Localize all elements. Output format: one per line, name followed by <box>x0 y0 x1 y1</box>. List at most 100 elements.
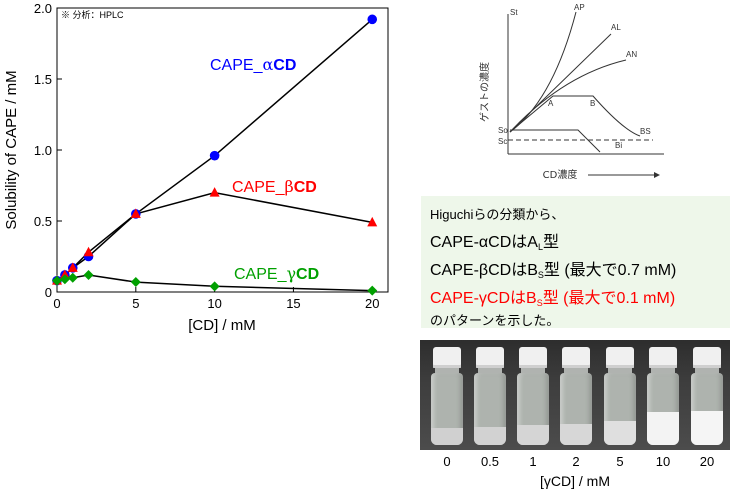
vial-neck <box>695 368 719 373</box>
vial-liquid <box>431 428 463 445</box>
data-point <box>83 269 94 280</box>
summary-line-beta: CAPE-βCDはBS型 (最大で0.7 mM) <box>430 262 677 280</box>
label-bs: BS <box>640 127 651 136</box>
vial-neck <box>478 368 502 373</box>
y-tick-label: 0 <box>45 285 52 300</box>
y-tick-label: 1.5 <box>34 72 52 87</box>
label-st: St <box>510 8 518 17</box>
y-tick-label: 0.5 <box>34 214 52 229</box>
series-markers <box>52 14 378 296</box>
series-labels: CAPE_αCD CAPE_βCD CAPE_γCD <box>210 55 319 283</box>
y-tick-label: 1.0 <box>34 143 52 158</box>
x-tick-label: 10 <box>207 296 221 311</box>
vial-body <box>647 373 679 445</box>
data-point <box>83 246 94 257</box>
vial-label: 20 <box>699 454 715 469</box>
vial-liquid <box>474 427 506 445</box>
label-an: AN <box>626 50 637 59</box>
label-sc: Sc <box>498 137 507 146</box>
diagram-y-label: ゲストの濃度 <box>478 62 491 122</box>
series-label: CAPE_αCD <box>210 55 296 74</box>
data-point <box>367 285 378 296</box>
vial <box>690 347 724 447</box>
data-point <box>209 150 220 161</box>
classification-summary: Higuchiらの分類から、 CAPE-αCDはAL型 CAPE-βCDはBS型… <box>421 196 730 328</box>
x-tick-label: 15 <box>286 296 300 311</box>
data-point <box>130 208 141 218</box>
vial-body <box>691 373 723 445</box>
vial <box>603 347 637 447</box>
data-point <box>59 269 70 279</box>
data-point <box>130 277 141 288</box>
diagram-x-label: CD濃度 <box>543 168 578 181</box>
label-a: A <box>548 99 554 108</box>
vial <box>559 347 593 447</box>
data-point <box>52 275 62 286</box>
vial <box>646 347 680 447</box>
series-label: CAPE_βCD <box>232 177 317 196</box>
x-axis-ticks: 0 5 10 15 20 <box>53 287 379 311</box>
solubility-chart: ※ 分析：HPLC 0 5 10 15 20 0 0.5 1.0 1.5 2.0 CAPE_αC… <box>3 1 389 334</box>
data-point <box>59 274 70 285</box>
series-label: CAPE_γCD <box>234 264 319 283</box>
curve-an <box>509 59 627 133</box>
data-point <box>367 216 378 227</box>
vial-body <box>517 373 549 445</box>
vial-neck <box>435 368 459 373</box>
y-tick-label: 2.0 <box>34 1 52 16</box>
x-tick-label: 0 <box>53 296 60 311</box>
vial-cap <box>519 347 547 368</box>
vial-liquid <box>560 424 592 445</box>
label-al: AL <box>611 23 621 32</box>
vial-label: 10 <box>655 454 671 469</box>
series-line-β <box>56 191 373 282</box>
data-point <box>67 262 78 272</box>
plot-frame <box>56 7 389 293</box>
label-ap: AP <box>574 3 585 12</box>
summary-line-5: のパターンを示した。 <box>430 313 560 328</box>
vial-cap <box>649 347 677 368</box>
y-axis-label: Solubility of CAPE / mM <box>3 70 20 229</box>
vial-body <box>474 373 506 445</box>
higuchi-diagram: St AP AL AN A B BS Bi So Sc ゲストの濃度 CD濃度 <box>478 3 664 181</box>
summary-line-alpha: CAPE-αCDはAL型 <box>430 234 559 252</box>
vial-label: 2 <box>572 454 580 469</box>
x-axis-label: [CD] / mM <box>188 317 256 334</box>
label-so: So <box>498 126 508 135</box>
summary-line-1: Higuchiらの分類から、 <box>430 207 565 222</box>
data-point <box>209 281 220 292</box>
vial-cap <box>606 347 634 368</box>
vial-body <box>431 373 463 445</box>
photo-x-label: [γCD] / mM <box>540 473 610 489</box>
vial-body <box>604 373 636 445</box>
vial-cap <box>562 347 590 368</box>
vial-neck <box>521 368 545 373</box>
curve-bi <box>510 129 601 153</box>
vial-liquid <box>691 411 723 445</box>
analysis-note: ※ 分析：HPLC <box>61 9 124 20</box>
summary-line-gamma: CAPE-γCDはBS型 (最大で0.1 mM) <box>430 290 676 308</box>
x-tick-label: 20 <box>365 296 379 311</box>
vial-liquid <box>517 425 549 445</box>
x-arrow-icon <box>654 172 660 178</box>
vial-neck <box>564 368 588 373</box>
vial-neck <box>651 368 675 373</box>
vial-photo <box>420 340 730 450</box>
vial-liquid <box>647 412 679 445</box>
vial-neck <box>608 368 632 373</box>
label-bi: Bi <box>615 141 622 150</box>
data-point <box>367 14 378 25</box>
curve-bs <box>509 95 641 137</box>
curve-ap <box>509 11 577 133</box>
vial <box>516 347 550 447</box>
vial-label: 0.5 <box>480 454 500 469</box>
vial-cap <box>476 347 504 368</box>
vial-label: 1 <box>529 454 537 469</box>
vial-label: 0 <box>443 454 451 469</box>
vial <box>430 347 464 447</box>
data-point <box>209 187 220 197</box>
vial-labels: 0 0.5 1 2 5 10 20 <box>420 454 730 470</box>
vial <box>473 347 507 447</box>
x-tick-label: 5 <box>132 296 139 311</box>
vial-body <box>560 373 592 445</box>
